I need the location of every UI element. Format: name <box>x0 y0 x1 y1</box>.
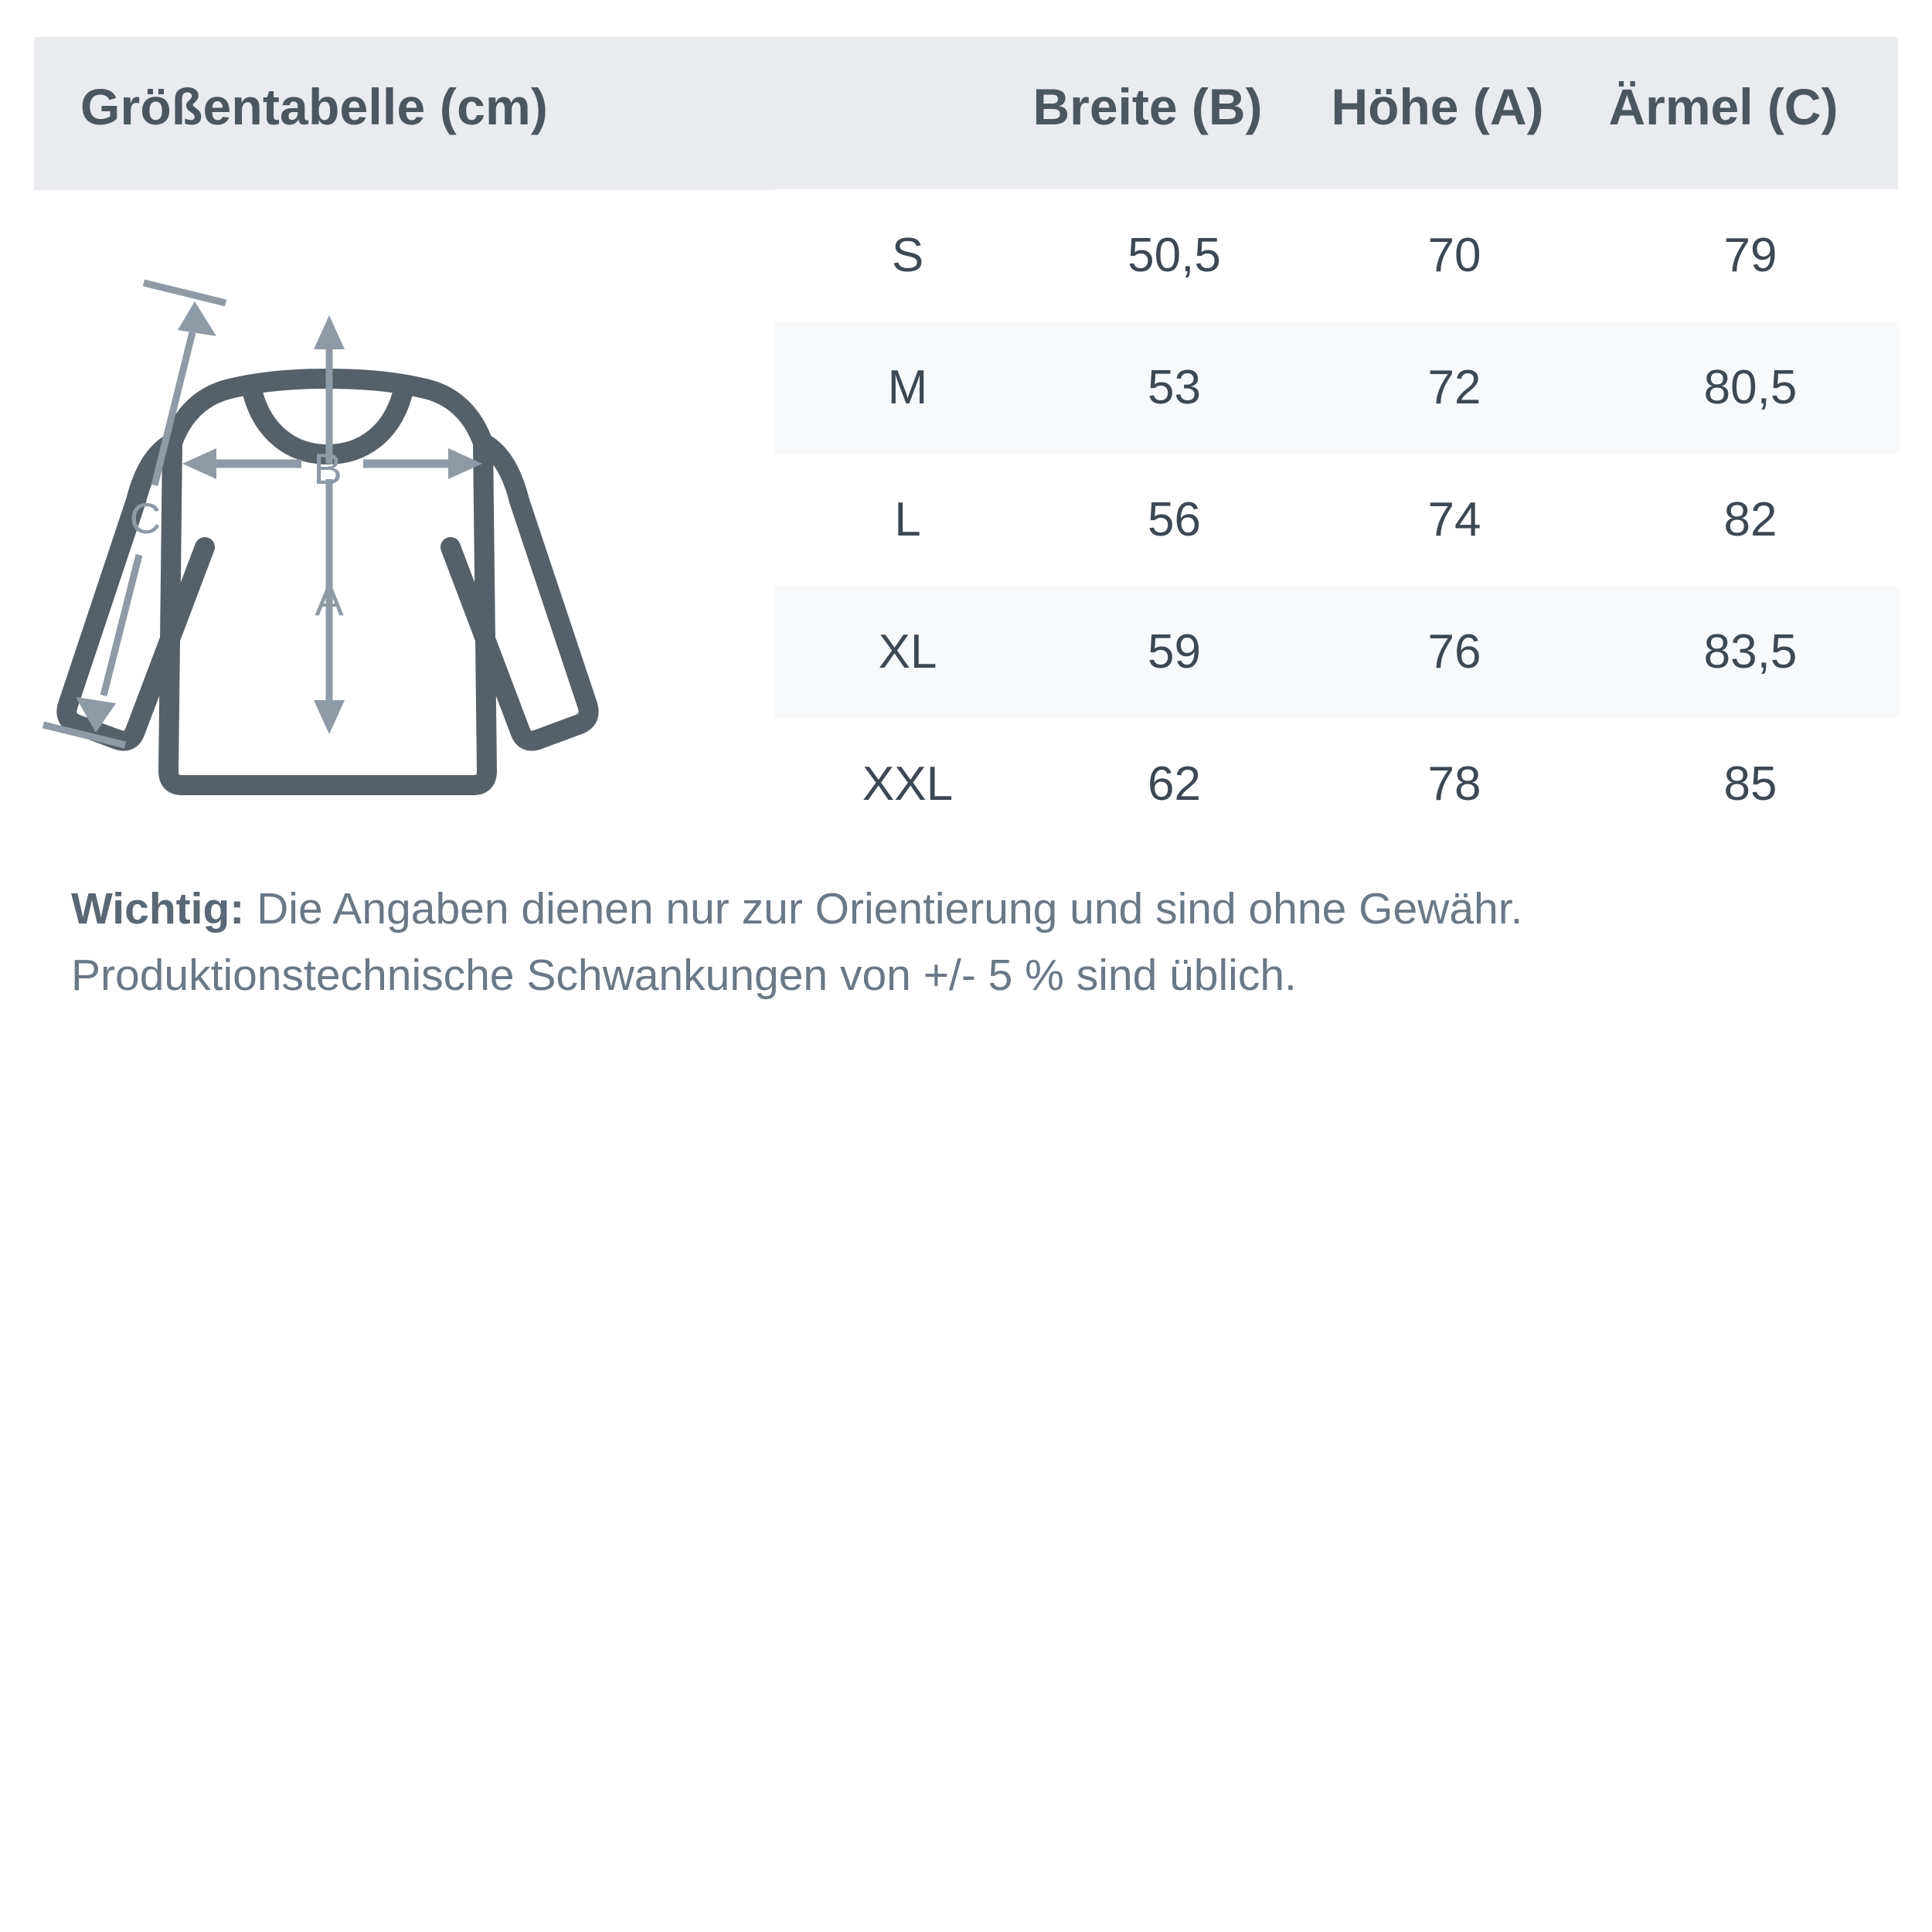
dimension-line-width <box>182 448 482 479</box>
disclaimer-lead: Wichtig: <box>71 884 245 934</box>
dimension-line-height <box>314 315 345 734</box>
cell-sleeve: 79 <box>1723 229 1777 282</box>
dimension-label-sleeve: C <box>130 494 161 543</box>
table-row: L 56 74 82 <box>774 454 1900 586</box>
column-header-row: Breite (B) Höhe (A) Ärmel (C) <box>997 77 1870 136</box>
dimension-label-width: B <box>313 444 342 493</box>
cell-sleeve: 80,5 <box>1703 361 1798 414</box>
cell-size: M <box>887 361 928 414</box>
column-header-width: Breite (B) <box>1032 78 1263 135</box>
cell-size: XXL <box>862 757 954 811</box>
cell-width: 62 <box>1148 757 1201 811</box>
cell-sleeve: 85 <box>1723 757 1777 811</box>
cell-width: 50,5 <box>1128 229 1221 282</box>
table-row: XL 59 76 83,5 <box>774 586 1900 718</box>
cell-height: 70 <box>1427 229 1481 282</box>
cell-size: L <box>894 493 921 546</box>
cell-width: 56 <box>1148 493 1201 546</box>
column-header-height: Höhe (A) <box>1331 78 1544 135</box>
dimension-label-height: A <box>315 576 344 624</box>
header-band <box>34 37 1898 190</box>
cell-size: S <box>891 229 924 282</box>
disclaimer-line-1: Die Angaben dienen nur zur Orientierung … <box>244 884 1523 934</box>
sweatshirt-icon: B A C <box>42 279 599 795</box>
table-row: XXL 62 78 85 <box>774 718 1900 850</box>
disclaimer-note: Wichtig: Die Angaben dienen nur zur Orie… <box>71 876 1872 1009</box>
column-header-sleeve: Ärmel (C) <box>1608 78 1838 135</box>
cell-width: 53 <box>1148 361 1201 414</box>
cell-sleeve: 83,5 <box>1703 625 1798 679</box>
dimension-arrows <box>42 279 482 749</box>
cell-height: 78 <box>1427 757 1481 811</box>
size-table: S 50,5 70 79 M 53 72 80,5 L 56 74 82 XL … <box>774 189 1900 850</box>
cell-size: XL <box>878 625 937 679</box>
cell-width: 59 <box>1148 625 1201 679</box>
dimension-line-sleeve <box>42 279 227 749</box>
cell-height: 76 <box>1427 625 1481 679</box>
cell-height: 72 <box>1427 361 1481 414</box>
disclaimer-line-2: Produktionstechnische Schwankungen von +… <box>71 951 1297 1000</box>
cell-height: 74 <box>1427 493 1481 546</box>
page-title: Größentabelle (cm) <box>80 78 549 135</box>
cell-sleeve: 82 <box>1723 493 1777 546</box>
table-row: M 53 72 80,5 <box>774 321 1900 454</box>
table-row: S 50,5 70 79 <box>774 189 1900 321</box>
sweatshirt-diagram: B A C <box>31 255 773 796</box>
